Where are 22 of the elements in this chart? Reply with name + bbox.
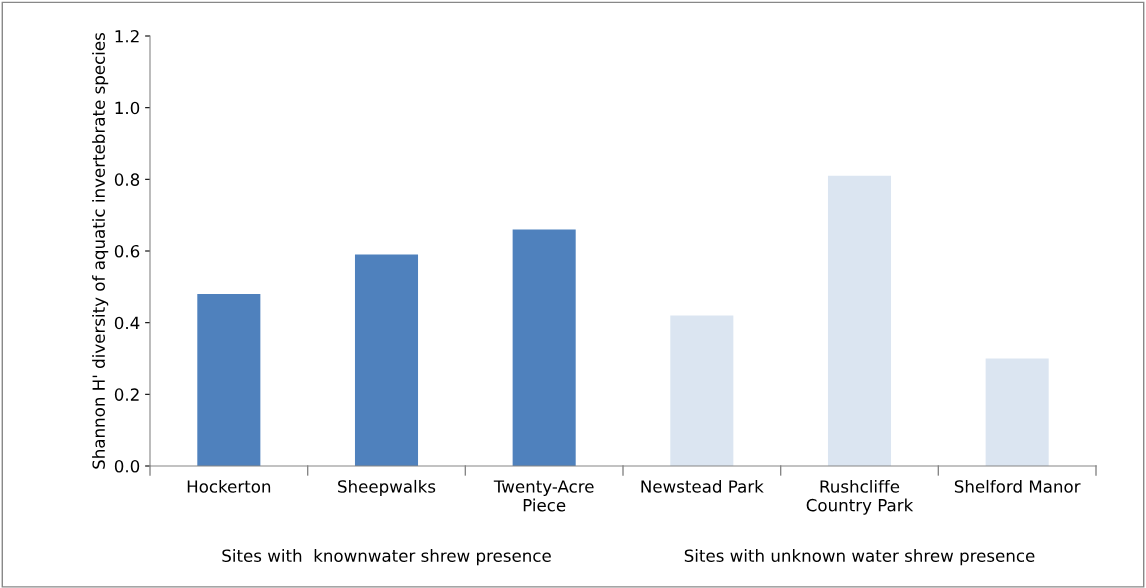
y-tick-label: 0.2	[114, 388, 139, 401]
text: Sites with knownwater shrew presence	[222, 549, 551, 566]
y-tick-label: 0.6	[114, 244, 140, 258]
x-tick-label: Hockerton	[187, 479, 271, 493]
x-tick-label: Newstead Park	[641, 479, 764, 493]
y-tick-label: 1.2	[115, 29, 139, 43]
y-tick-label: 0.4	[114, 316, 140, 330]
y-tick-label: 0.0	[114, 459, 140, 473]
y-axis-title: Shannon H' diversity of aquatic invertebrate species	[92, 33, 109, 469]
x-tick-label: Shelford Manor	[954, 479, 1081, 493]
bar	[354, 254, 419, 466]
bar	[985, 358, 1049, 466]
y-tick-label: 1.0	[115, 101, 140, 115]
bar	[197, 294, 261, 466]
x-tick-label: Twenty-Acre Piece	[493, 480, 594, 512]
bar	[827, 175, 892, 466]
x-tick-label: Rushcliffe Country Park	[806, 479, 914, 515]
bar	[670, 315, 734, 466]
text: Sites with unknown water shrew presence	[684, 549, 1035, 566]
y-tick-label: 0.8	[114, 173, 140, 186]
bar	[512, 229, 576, 466]
x-tick-label: Sheepwalks	[338, 479, 436, 497]
